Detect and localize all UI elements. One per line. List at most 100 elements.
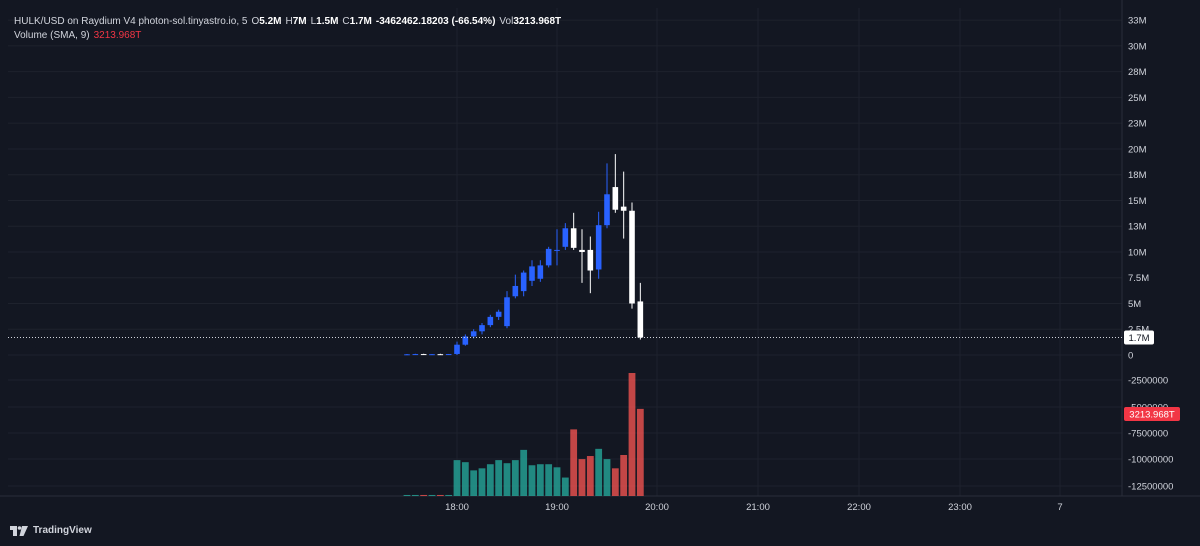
volume-value-badge bbox=[1124, 407, 1180, 421]
candle-body[interactable] bbox=[429, 354, 435, 356]
open-label: O bbox=[251, 16, 260, 27]
price-axis-tick-label: 23M bbox=[1128, 119, 1147, 130]
volume-bar[interactable] bbox=[428, 494, 436, 496]
candle-body[interactable] bbox=[570, 228, 577, 248]
volume-bar[interactable] bbox=[578, 459, 586, 496]
volume-bar[interactable] bbox=[411, 494, 419, 496]
time-axis-tick-label: 21:00 bbox=[746, 502, 770, 513]
price-axis-tick-label: 2.5M bbox=[1128, 325, 1149, 336]
symbol-legend-row[interactable]: HULK/USD on Raydium V4 photon-sol.tinyas… bbox=[14, 15, 561, 29]
time-axis-tick-label: 19:00 bbox=[545, 502, 569, 513]
candle-body[interactable] bbox=[604, 194, 610, 226]
price-axis-tick-label: 5M bbox=[1128, 299, 1141, 310]
volume-bar[interactable] bbox=[503, 463, 511, 496]
volume-bar[interactable] bbox=[495, 460, 503, 496]
vol-label: Vol bbox=[499, 16, 514, 27]
volume-bar[interactable] bbox=[620, 455, 628, 496]
symbol-title[interactable]: HULK/USD on Raydium V4 photon-sol.tinyas… bbox=[14, 16, 248, 27]
volume-bar[interactable] bbox=[628, 373, 636, 496]
price-axis-tick-label: 33M bbox=[1128, 16, 1147, 27]
candle-body[interactable] bbox=[512, 285, 519, 297]
candle-body[interactable] bbox=[454, 344, 460, 354]
volume-bar[interactable] bbox=[520, 449, 528, 496]
candle-body[interactable] bbox=[587, 249, 594, 271]
price-axis-tick-label: 25M bbox=[1128, 93, 1147, 104]
volume-indicator-title[interactable]: Volume (SMA, 9) bbox=[14, 30, 90, 41]
candle-body[interactable] bbox=[595, 225, 602, 270]
volume-bar[interactable] bbox=[403, 494, 411, 496]
volume-bar[interactable] bbox=[561, 477, 569, 496]
close-label: C bbox=[342, 16, 350, 27]
high-label: H bbox=[285, 16, 293, 27]
candle-body[interactable] bbox=[470, 331, 477, 337]
candle-body[interactable] bbox=[412, 354, 419, 356]
low-label: L bbox=[310, 16, 317, 27]
candle-body[interactable] bbox=[620, 206, 627, 211]
time-axis-tick-label: 22:00 bbox=[847, 502, 871, 513]
low-value: 1.5M bbox=[316, 16, 339, 27]
price-axis[interactable]: 0 2.5M 5M 7.5M 10M 13M 15M 18M 20M 23M 25M 28M 30M 33… bbox=[1128, 16, 1173, 493]
volume-bar[interactable] bbox=[453, 460, 461, 496]
candle-body[interactable] bbox=[554, 249, 560, 251]
vol-value: 3213.968T bbox=[513, 16, 562, 27]
volume-axis-tick-label: -2500000 bbox=[1128, 376, 1168, 387]
grid-lines bbox=[0, 0, 1200, 497]
change-value: -3462462.18203 (-66.54%) bbox=[375, 16, 496, 27]
volume-axis-tick-label: -12500000 bbox=[1128, 482, 1173, 493]
candle-body[interactable] bbox=[462, 336, 469, 345]
candle-body[interactable] bbox=[420, 354, 427, 356]
candle-body[interactable] bbox=[612, 187, 619, 210]
volume-bar[interactable] bbox=[595, 448, 603, 496]
volume-bar[interactable] bbox=[445, 494, 453, 496]
candle-body[interactable] bbox=[404, 354, 410, 356]
candle-body[interactable] bbox=[637, 301, 644, 338]
price-axis-tick-label: 7.5M bbox=[1128, 273, 1149, 284]
candle-body[interactable] bbox=[445, 354, 452, 356]
candle-body[interactable] bbox=[579, 249, 585, 252]
axis-badges: 1.7M 3213.968T bbox=[1124, 330, 1180, 421]
volume-bar[interactable] bbox=[436, 494, 444, 496]
volume-bar[interactable] bbox=[536, 464, 544, 496]
candle-body[interactable] bbox=[504, 297, 510, 327]
time-axis-tick-label: 7 bbox=[1057, 502, 1062, 513]
candle-body[interactable] bbox=[495, 311, 502, 317]
volume-bar[interactable] bbox=[586, 456, 594, 496]
candle-body[interactable] bbox=[487, 316, 494, 326]
time-axis-tick-label: 20:00 bbox=[645, 502, 669, 513]
close-value: 1.7M bbox=[349, 16, 372, 27]
tradingview-logo[interactable]: TradingView bbox=[10, 525, 92, 536]
time-axis[interactable]: 18:00 19:00 20:00 21:00 22:00 23:00 7 bbox=[445, 502, 1063, 513]
candle-body[interactable] bbox=[479, 325, 485, 332]
volume-bar[interactable] bbox=[486, 464, 494, 496]
volume-bar[interactable] bbox=[461, 462, 469, 496]
price-candles bbox=[404, 154, 644, 356]
time-axis-tick-label: 23:00 bbox=[948, 502, 972, 513]
high-value: 7M bbox=[292, 16, 307, 27]
volume-axis-tick-label: -10000000 bbox=[1128, 455, 1173, 466]
candle-body[interactable] bbox=[529, 266, 535, 281]
volume-bar[interactable] bbox=[636, 408, 644, 496]
volume-bar[interactable] bbox=[611, 468, 619, 496]
candle-body[interactable] bbox=[520, 272, 527, 292]
price-axis-tick-label: 13M bbox=[1128, 222, 1147, 233]
candle-body[interactable] bbox=[562, 228, 569, 247]
volume-bar[interactable] bbox=[545, 464, 553, 496]
candle-body[interactable] bbox=[545, 248, 552, 266]
candle-body[interactable] bbox=[537, 265, 544, 279]
volume-axis-tick-label: -7500000 bbox=[1128, 429, 1168, 440]
volume-bar[interactable] bbox=[570, 429, 578, 496]
candle-body[interactable] bbox=[629, 210, 635, 304]
volume-bar[interactable] bbox=[603, 459, 611, 496]
tradingview-brand-name: TradingView bbox=[33, 525, 92, 536]
volume-bar[interactable] bbox=[470, 470, 478, 496]
last-price-badge bbox=[1124, 330, 1154, 345]
candle-body[interactable] bbox=[437, 354, 444, 356]
volume-bar[interactable] bbox=[553, 467, 561, 496]
volume-bar[interactable] bbox=[528, 465, 536, 496]
price-axis-tick-label: 0 bbox=[1128, 351, 1133, 362]
volume-bar[interactable] bbox=[420, 494, 428, 496]
volume-bar[interactable] bbox=[478, 468, 486, 496]
volume-legend-row[interactable]: Volume (SMA, 9) 3213.968T bbox=[14, 29, 561, 43]
volume-bar[interactable] bbox=[511, 460, 519, 496]
